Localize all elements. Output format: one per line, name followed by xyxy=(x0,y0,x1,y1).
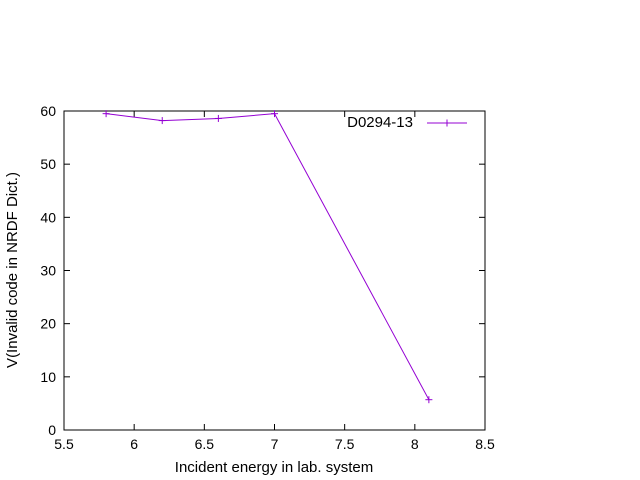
legend-marker xyxy=(443,119,451,127)
x-tick-label: 7.5 xyxy=(335,436,355,452)
legend-label: D0294-13 xyxy=(347,114,413,131)
data-point xyxy=(271,110,278,118)
y-axis: 0 10 20 30 40 50 60 xyxy=(40,103,485,438)
x-tick-label: 8 xyxy=(411,436,419,452)
x-tick-label: 7 xyxy=(271,436,279,452)
x-tick-label: 6 xyxy=(130,436,138,452)
y-axis-title: V(Invalid code in NRDF Dict.) xyxy=(4,172,21,368)
x-tick-label: 5.5 xyxy=(54,436,74,452)
x-tick-label: 6.5 xyxy=(195,436,215,452)
plot-frame xyxy=(63,110,486,431)
y-tick-label: 30 xyxy=(40,263,56,279)
legend: D0294-13 xyxy=(347,114,467,131)
y-tick-label: 50 xyxy=(40,156,56,172)
data-point xyxy=(425,396,433,404)
y-tick-label: 40 xyxy=(40,209,56,225)
y-tick-label: 10 xyxy=(40,369,56,385)
data-point xyxy=(102,110,110,118)
y-tick-label: 20 xyxy=(40,316,56,332)
series-line xyxy=(106,113,430,400)
data-point xyxy=(214,114,222,122)
series-layer xyxy=(102,110,433,404)
y-tick-label: 0 xyxy=(48,422,56,438)
data-point xyxy=(158,117,166,125)
x-axis-title: Incident energy in lab. system xyxy=(175,459,373,476)
x-tick-label: 8.5 xyxy=(475,436,495,452)
y-tick-label: 60 xyxy=(40,103,56,119)
